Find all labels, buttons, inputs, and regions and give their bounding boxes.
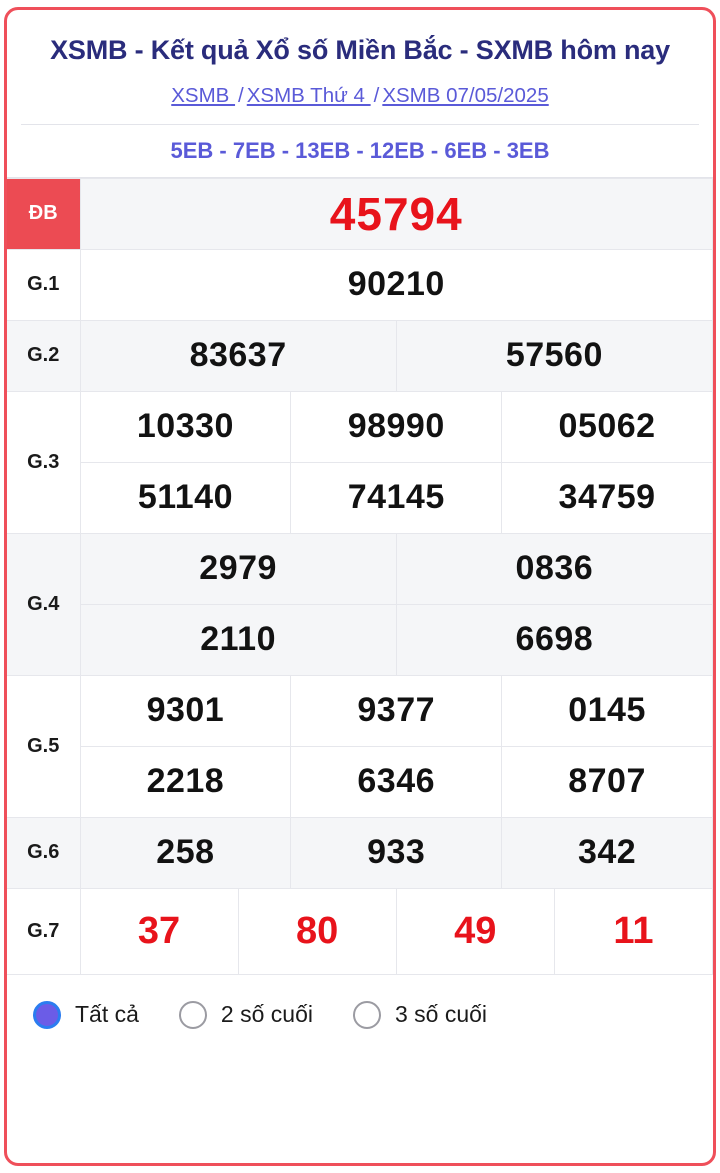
radio-option-last-3[interactable]: 3 số cuối (352, 1000, 488, 1029)
prize-value-g5-1: 9377 (290, 674, 503, 747)
table-row-g3-a: G.3 10330 98990 05062 (7, 390, 713, 534)
prize-value-g2-1: 57560 (395, 319, 713, 392)
prize-value-g7-1: 80 (237, 887, 397, 975)
prize-label-g6: G.6 (7, 816, 81, 889)
breadcrumb-separator-1: / (238, 84, 244, 108)
prize-value-g5-2: 0145 (501, 674, 713, 747)
prize-value-g3-4: 74145 (290, 461, 503, 534)
prize-value-g3-0: 10330 (79, 390, 292, 463)
radio-icon-all[interactable] (33, 1000, 61, 1029)
prize-label-g1: G.1 (7, 248, 81, 321)
breadcrumb-item-xsmb[interactable]: XSMB (171, 84, 236, 108)
table-row-g2: G.2 83637 57560 (7, 319, 713, 392)
prize-label-g5: G.5 (7, 674, 81, 818)
table-row-g6: G.6 258 933 342 (7, 816, 713, 889)
prize-value-g3-2: 05062 (501, 390, 713, 463)
table-row-g5-a: G.5 9301 9377 0145 (7, 674, 713, 818)
prize-value-g5-5: 8707 (501, 745, 713, 818)
prize-value-g4-2: 2110 (79, 603, 397, 676)
prize-label-g3: G.3 (7, 390, 81, 534)
prize-value-g6-2: 342 (501, 816, 713, 889)
prize-value-g4-3: 6698 (395, 603, 713, 676)
breadcrumb-separator-2: / (373, 84, 380, 108)
table-row-db: ĐB 45794 (7, 177, 713, 250)
prize-value-g2-0: 83637 (79, 319, 397, 392)
prize-value-g7-0: 37 (79, 887, 239, 975)
radio-label-last-2: 2 số cuối (220, 1001, 313, 1028)
prize-value-g3-1: 98990 (290, 390, 503, 463)
table-row-g1: G.1 90210 (7, 248, 713, 321)
prize-value-g6-1: 933 (290, 816, 503, 889)
radio-icon-last-2[interactable] (178, 1000, 207, 1029)
table-row-g4-a: G.4 2979 0836 (7, 532, 713, 676)
prize-label-g7: G.7 (7, 887, 81, 975)
table-row-g5-b: 2218 6346 8707 (7, 745, 713, 818)
breadcrumb-item-date[interactable]: XSMB 07/05/2025 (382, 84, 549, 108)
prize-value-g7-2: 49 (395, 887, 555, 975)
prize-value-g7-3: 11 (553, 887, 713, 975)
table-row-g3-b: 51140 74145 34759 (7, 461, 713, 534)
card-header: XSMB - Kết quả Xổ số Miền Bắc - SXMB hôm… (7, 10, 713, 125)
prize-value-g3-3: 51140 (79, 461, 292, 534)
prize-value-g1-0: 90210 (79, 248, 713, 321)
prize-value-g3-5: 34759 (501, 461, 713, 534)
prize-label-g4: G.4 (7, 532, 81, 676)
prize-value-db-0: 45794 (79, 177, 713, 250)
prize-value-g4-0: 2979 (79, 532, 397, 605)
prize-value-g6-0: 258 (79, 816, 292, 889)
radio-option-last-2[interactable]: 2 số cuối (178, 1000, 313, 1029)
breadcrumb: XSMB / XSMB Thứ 4 /XSMB 07/05/2025 (21, 83, 699, 110)
breadcrumb-item-weekday[interactable]: XSMB Thứ 4 (246, 84, 371, 108)
prize-value-g5-0: 9301 (79, 674, 292, 747)
prize-label-g2: G.2 (7, 319, 81, 392)
prize-value-g5-3: 2218 (79, 745, 292, 818)
results-card: XSMB - Kết quả Xổ số Miền Bắc - SXMB hôm… (4, 7, 716, 1166)
radio-icon-last-3[interactable] (352, 1000, 381, 1029)
prize-value-g5-4: 6346 (290, 745, 503, 818)
loto-code-subtitle: 5EB - 7EB - 13EB - 12EB - 6EB - 3EB (7, 125, 713, 178)
table-row-g4-b: 2110 6698 (7, 603, 713, 676)
radio-label-last-3: 3 số cuối (394, 1001, 488, 1028)
prize-value-g4-1: 0836 (395, 532, 713, 605)
prize-label-db: ĐB (7, 177, 81, 250)
lottery-results-table: ĐB 45794 G.1 90210 G.2 83637 57560 G.3 1… (7, 177, 713, 975)
page-title: XSMB - Kết quả Xổ số Miền Bắc - SXMB hôm… (50, 35, 670, 65)
table-row-g7: G.7 37 80 49 11 (7, 887, 713, 975)
digit-filter-group: Tất cả 2 số cuối 3 số cuối (7, 975, 713, 1029)
header-divider (21, 123, 699, 125)
radio-option-all[interactable]: Tất cả (33, 1000, 139, 1029)
radio-label-all: Tất cả (75, 1001, 139, 1028)
